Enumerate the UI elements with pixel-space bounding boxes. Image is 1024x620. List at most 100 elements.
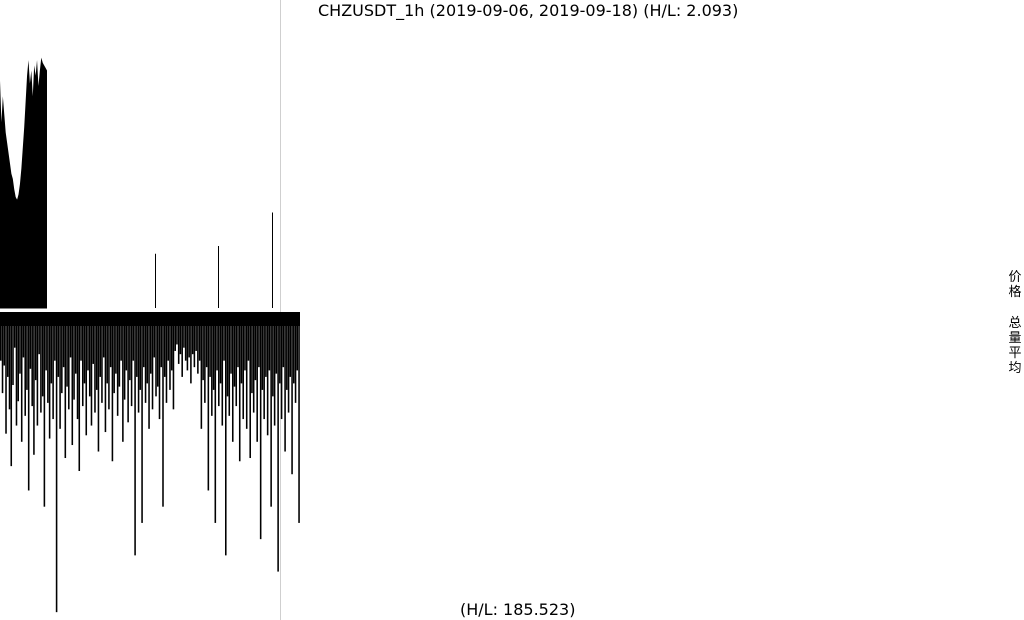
volume-bar-0 xyxy=(0,312,2,361)
volume-bar-109 xyxy=(190,312,192,384)
volume-bar-131 xyxy=(228,312,231,416)
volume-bar-25 xyxy=(43,312,46,507)
volume-bar-98 xyxy=(170,312,173,371)
volume-bar-164 xyxy=(286,312,288,390)
volume-bar-166 xyxy=(289,312,292,377)
volume-bar-31 xyxy=(54,312,56,361)
volume-bar-16 xyxy=(27,312,30,491)
volume-bar-126 xyxy=(219,312,222,384)
volume-bar-7 xyxy=(12,312,14,386)
volume-bar-122 xyxy=(212,312,215,390)
volume-bar-163 xyxy=(284,312,286,452)
volume-bar-147 xyxy=(256,312,258,442)
volume-bar-136 xyxy=(237,312,239,368)
volume-bar-49 xyxy=(85,312,88,436)
volume-bar-41 xyxy=(71,312,74,446)
volume-bar-148 xyxy=(258,312,260,368)
volume-bar-58 xyxy=(101,312,103,403)
volume-bar-82 xyxy=(143,312,145,368)
volume-bar-38 xyxy=(66,312,68,387)
volume-bar-150 xyxy=(261,312,264,390)
price-area xyxy=(0,57,47,308)
volume-bar-63 xyxy=(109,312,112,368)
volume-bar-132 xyxy=(230,312,232,374)
volume-bar-73 xyxy=(127,312,129,423)
volume-bar-42 xyxy=(73,312,75,400)
volume-bar-153 xyxy=(266,312,269,436)
volume-bar-102 xyxy=(177,312,180,364)
volume-bar-121 xyxy=(211,312,213,416)
volume-bar-22 xyxy=(38,312,40,355)
legend: 价格 总量平均 xyxy=(1006,270,1024,376)
volume-bar-5 xyxy=(8,312,11,410)
volume-bar-97 xyxy=(169,312,171,390)
legend-item-price: 价格 xyxy=(1008,270,1022,300)
volume-bar-157 xyxy=(273,312,276,426)
volume-bar-99 xyxy=(172,312,175,410)
volume-bar-139 xyxy=(242,312,245,420)
volume-bar-149 xyxy=(259,312,262,540)
volume-hl-label: (H/L: 185.523) xyxy=(460,600,576,619)
volume-bar-48 xyxy=(83,312,86,384)
volume-bar-161 xyxy=(280,312,283,420)
volume-bar-118 xyxy=(205,312,208,368)
volume-panel xyxy=(0,312,300,613)
volume-bar-14 xyxy=(24,312,26,416)
volume-bar-89 xyxy=(155,312,157,397)
volume-bar-133 xyxy=(231,312,234,442)
volume-bar-167 xyxy=(291,312,293,475)
volume-bar-144 xyxy=(251,312,253,394)
volume-bar-116 xyxy=(202,312,204,381)
volume-bar-127 xyxy=(221,312,224,426)
volume-bar-160 xyxy=(279,312,281,384)
volume-bar-28 xyxy=(48,312,51,439)
volume-bar-13 xyxy=(22,312,25,358)
volume-bar-83 xyxy=(144,312,147,403)
volume-bar-55 xyxy=(95,312,98,390)
volume-bar-108 xyxy=(188,312,190,358)
volume-bar-130 xyxy=(226,312,229,397)
volume-bar-65 xyxy=(113,312,115,394)
volume-bar-143 xyxy=(249,312,251,459)
volume-bar-106 xyxy=(184,312,187,361)
volume-bar-125 xyxy=(218,312,220,407)
volume-bar-128 xyxy=(223,312,225,361)
volume-bar-59 xyxy=(102,312,105,358)
volume-bar-100 xyxy=(174,312,176,351)
volume-bar-1 xyxy=(1,312,4,394)
volume-bar-79 xyxy=(137,312,140,413)
volume-bar-67 xyxy=(116,312,119,416)
volume-bar-171 xyxy=(298,312,300,523)
volume-bar-60 xyxy=(104,312,107,433)
volume-bar-156 xyxy=(272,312,274,397)
volume-bar-93 xyxy=(162,312,164,507)
volume-bar-145 xyxy=(252,312,255,413)
volume-bar-112 xyxy=(195,312,197,351)
volume-bar-3 xyxy=(5,312,7,434)
volume-bar-29 xyxy=(50,312,53,384)
volume-bar-119 xyxy=(207,312,210,491)
volume-bar-95 xyxy=(165,312,168,403)
volume-bar-120 xyxy=(209,312,211,377)
volume-bar-90 xyxy=(156,312,159,387)
volume-bar-54 xyxy=(94,312,96,413)
volume-bar-124 xyxy=(216,312,218,371)
volume-bar-155 xyxy=(270,312,272,507)
volume-bar-36 xyxy=(62,312,65,368)
volume-bar-44 xyxy=(76,312,79,420)
volume-bar-140 xyxy=(244,312,246,371)
volume-bar-51 xyxy=(88,312,91,397)
price-panel xyxy=(0,57,273,309)
volume-bar-154 xyxy=(268,312,271,371)
volume-bar-80 xyxy=(139,312,142,390)
volume-bar-26 xyxy=(45,312,47,371)
volume-bar-88 xyxy=(153,312,156,358)
volume-bar-23 xyxy=(40,312,42,413)
volume-bar-152 xyxy=(265,312,267,377)
volume-bar-87 xyxy=(151,312,154,410)
volume-bar-84 xyxy=(146,312,149,384)
volume-bar-168 xyxy=(293,312,295,384)
volume-bar-69 xyxy=(120,312,122,361)
volume-bar-104 xyxy=(181,312,183,377)
